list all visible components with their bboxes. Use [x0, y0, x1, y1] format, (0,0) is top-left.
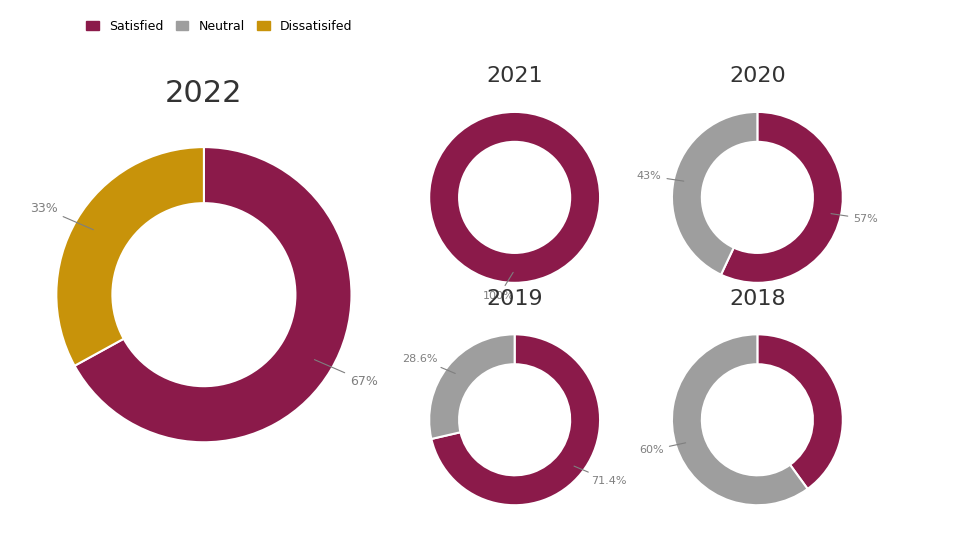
Text: 60%: 60%	[639, 443, 686, 455]
Wedge shape	[56, 147, 204, 366]
Wedge shape	[429, 112, 600, 283]
Title: 2019: 2019	[486, 289, 543, 309]
Text: 33%: 33%	[30, 202, 93, 230]
Wedge shape	[672, 112, 757, 275]
Text: 28.6%: 28.6%	[402, 354, 455, 374]
Title: 2018: 2018	[729, 289, 786, 309]
Title: 2022: 2022	[165, 79, 243, 108]
Wedge shape	[429, 334, 515, 439]
Title: 2020: 2020	[729, 66, 786, 86]
Wedge shape	[721, 112, 843, 283]
Text: 67%: 67%	[315, 360, 378, 388]
Wedge shape	[431, 334, 600, 505]
Title: 2021: 2021	[486, 66, 543, 86]
Wedge shape	[672, 334, 808, 505]
Legend: Satisfied, Neutral, Dissatisifed: Satisfied, Neutral, Dissatisifed	[84, 17, 354, 36]
Wedge shape	[757, 334, 843, 489]
Text: 43%: 43%	[637, 171, 684, 181]
Wedge shape	[75, 147, 352, 442]
Text: 100%: 100%	[483, 272, 515, 301]
Text: 71.4%: 71.4%	[574, 466, 627, 486]
Text: 57%: 57%	[831, 214, 878, 224]
